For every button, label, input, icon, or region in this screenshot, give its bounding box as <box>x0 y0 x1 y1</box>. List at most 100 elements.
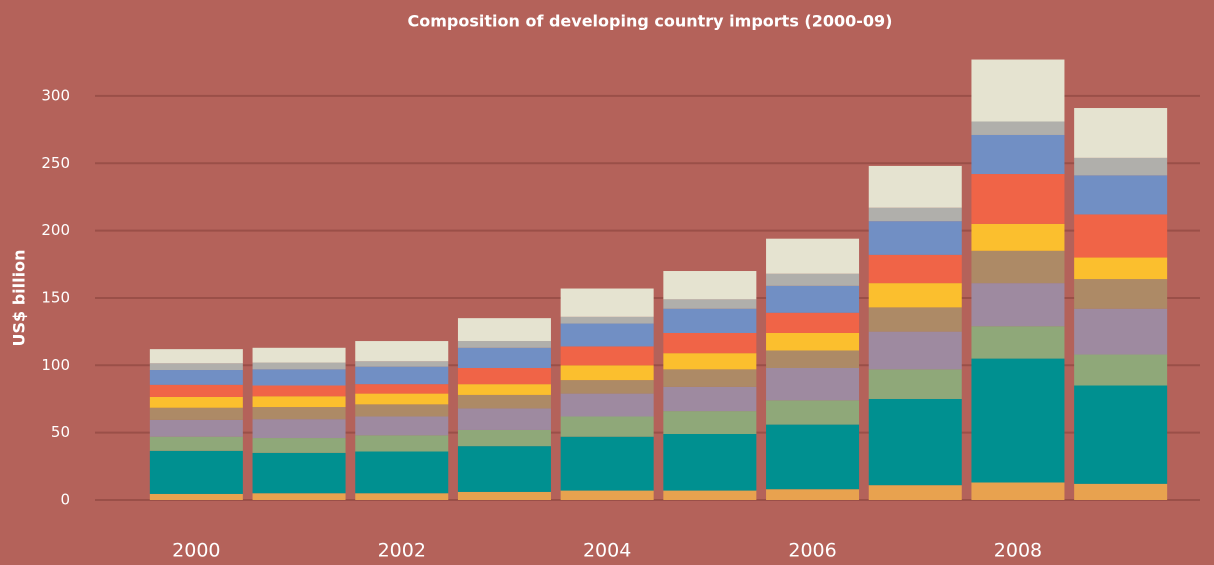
bar-segment <box>355 493 449 500</box>
bar-segment <box>457 394 551 409</box>
bar-segment <box>1074 279 1168 309</box>
bar-segment <box>560 365 654 381</box>
bar-segment <box>663 386 757 412</box>
bar-segment <box>457 347 551 368</box>
bar-segment <box>663 308 757 333</box>
bar-segment <box>766 332 860 351</box>
bar-segment <box>1074 308 1168 355</box>
bar-segment <box>252 452 346 494</box>
bar-segment <box>971 250 1065 284</box>
bar-segment <box>766 238 860 274</box>
bar-segment <box>149 493 243 500</box>
bar-segment <box>252 385 346 397</box>
x-tick-label: 2000 <box>172 540 220 562</box>
bar-segment <box>252 369 346 386</box>
bar-segment <box>663 353 757 370</box>
bar-segment <box>252 419 346 439</box>
bar-segment <box>355 393 449 405</box>
bar-segment <box>252 493 346 500</box>
bar-segment <box>868 254 962 284</box>
bar-segment <box>252 396 346 408</box>
y-tick-label: 200 <box>41 221 70 239</box>
bar-segment <box>868 283 962 308</box>
bar-segment <box>766 350 860 368</box>
y-tick-label: 0 <box>60 491 70 509</box>
bar-segment <box>457 429 551 447</box>
bar-segment <box>1074 354 1168 386</box>
bar-segment <box>971 121 1065 135</box>
bar-segment <box>355 404 449 417</box>
bar-segment <box>868 331 962 370</box>
chart-title: Composition of developing country import… <box>408 12 893 31</box>
bar-segment <box>355 451 449 494</box>
bar-segment <box>971 283 1065 327</box>
bar-segment <box>1074 385 1168 484</box>
bar-segment <box>1074 214 1168 258</box>
bar-segment <box>971 134 1065 175</box>
bar-segment <box>663 411 757 434</box>
bar-segment <box>149 384 243 397</box>
bar-segment <box>149 370 243 385</box>
bar-segment <box>560 416 654 437</box>
bar-segment <box>971 326 1065 359</box>
bar-segment <box>457 446 551 492</box>
bar-segment <box>766 400 860 425</box>
bar-segment <box>355 384 449 394</box>
bar-segment <box>971 358 1065 483</box>
bar-segment <box>868 369 962 399</box>
bar-segment <box>868 307 962 332</box>
bar-segment <box>766 367 860 401</box>
y-axis-label: US$ billion <box>10 250 29 347</box>
bar-segment <box>560 393 654 417</box>
bar-segment <box>663 369 757 387</box>
bar-segment <box>149 349 243 364</box>
bar-segment <box>355 361 449 367</box>
bar-segment <box>149 419 243 437</box>
y-tick-label: 250 <box>41 154 70 172</box>
x-tick-label: 2004 <box>583 540 631 562</box>
bar-segment <box>149 450 243 494</box>
bar-segment <box>868 165 962 208</box>
bar-segment <box>560 316 654 324</box>
bar-segment <box>355 416 449 436</box>
bar-segment <box>560 380 654 394</box>
bar-segment <box>355 366 449 385</box>
bar-segment <box>457 367 551 385</box>
bar-segment <box>971 482 1065 500</box>
bar-segment <box>252 362 346 370</box>
bar-segment <box>663 332 757 354</box>
bar-segment <box>149 396 243 408</box>
bar-segment <box>868 207 962 222</box>
bar-segment <box>560 490 654 500</box>
bar-segment <box>663 299 757 309</box>
bar-segment <box>457 384 551 395</box>
bar-segment <box>149 407 243 420</box>
bar-segment <box>149 436 243 451</box>
bar-segment <box>149 363 243 371</box>
bar-segment <box>868 221 962 255</box>
bar-segment <box>560 436 654 491</box>
bar-segment <box>971 59 1065 122</box>
bar-segment <box>560 323 654 347</box>
bar-segment <box>766 285 860 313</box>
bar-segment <box>1074 157 1168 176</box>
y-tick-label: 100 <box>41 356 70 374</box>
x-tick-label: 2002 <box>378 540 426 562</box>
bar-segment <box>457 491 551 500</box>
bar-segment <box>252 407 346 420</box>
bar-segment <box>766 489 860 500</box>
y-tick-label: 300 <box>41 86 70 104</box>
bar-segment <box>1074 108 1168 158</box>
bar-segment <box>252 438 346 453</box>
bar-segment <box>663 433 757 491</box>
bar-segment <box>355 341 449 362</box>
bar-segment <box>766 273 860 286</box>
bar-segment <box>971 223 1065 251</box>
bar-segment <box>868 485 962 500</box>
bar-segment <box>252 347 346 363</box>
bar-segment <box>457 341 551 348</box>
y-tick-label: 50 <box>51 423 70 441</box>
x-tick-label: 2008 <box>994 540 1042 562</box>
bar-segment <box>766 424 860 490</box>
